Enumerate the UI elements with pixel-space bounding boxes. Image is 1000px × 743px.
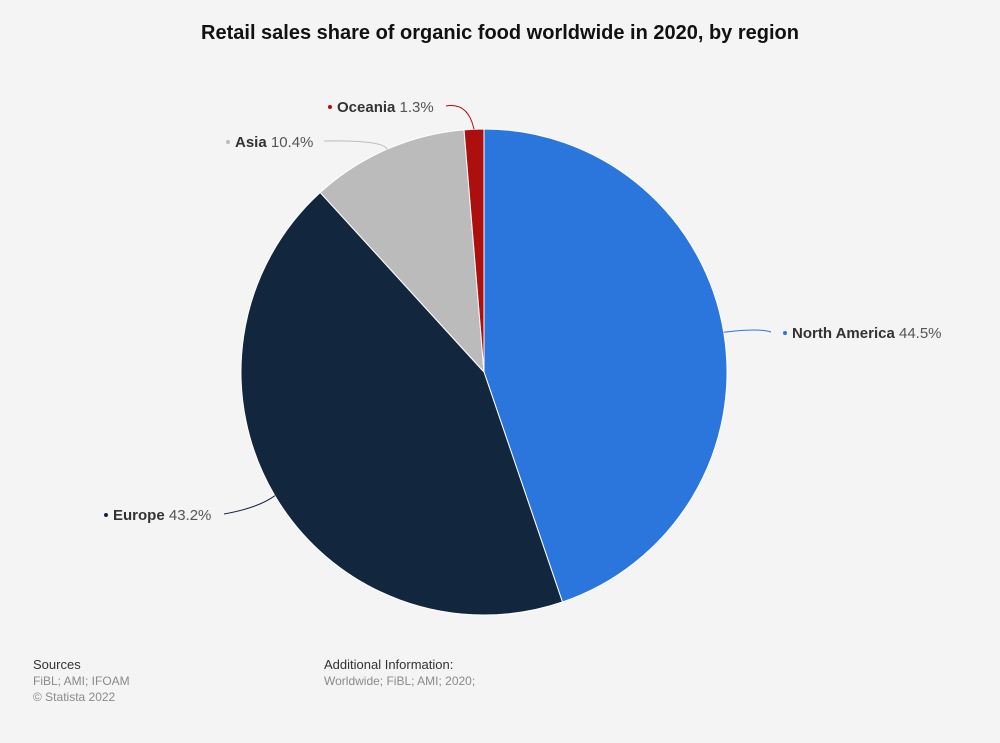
sources-block: Sources FiBL; AMI; IFOAM © Statista 2022 xyxy=(33,657,130,705)
data-label-oceania: Oceania 1.3% xyxy=(337,99,434,116)
connector-oceania xyxy=(445,104,475,130)
chart-title: Retail sales share of organic food world… xyxy=(201,22,799,44)
data-labels: North America 44.5% Europe 43.2% Asia 10.4… xyxy=(104,99,942,524)
pie-slice-asia[interactable] xyxy=(319,129,485,374)
additional-info-heading: Additional Information: xyxy=(324,657,454,672)
additional-info-block: Additional Information: Worldwide; FiBL;… xyxy=(324,657,475,689)
label-bullet-north-america xyxy=(783,331,787,335)
pie-slice-north-america[interactable] xyxy=(483,128,728,603)
connector-north-america xyxy=(723,329,772,333)
data-label-europe: Europe 43.2% xyxy=(113,507,211,524)
sources-text: FiBL; AMI; IFOAM xyxy=(33,674,130,688)
pie-slices xyxy=(240,128,728,616)
label-connectors xyxy=(223,104,772,515)
pie-slice-oceania[interactable] xyxy=(463,128,485,373)
additional-info-text: Worldwide; FiBL; AMI; 2020; xyxy=(324,674,476,688)
sources-heading: Sources xyxy=(33,657,81,672)
connector-europe xyxy=(223,495,276,515)
label-bullet-oceania xyxy=(328,105,332,109)
data-label-north-america: North America 44.5% xyxy=(792,325,942,342)
label-bullet-europe xyxy=(104,513,108,517)
connector-asia xyxy=(323,140,388,150)
copyright-text: © Statista 2022 xyxy=(33,690,116,704)
data-label-asia: Asia 10.4% xyxy=(235,134,313,151)
label-bullet-asia xyxy=(226,140,230,144)
